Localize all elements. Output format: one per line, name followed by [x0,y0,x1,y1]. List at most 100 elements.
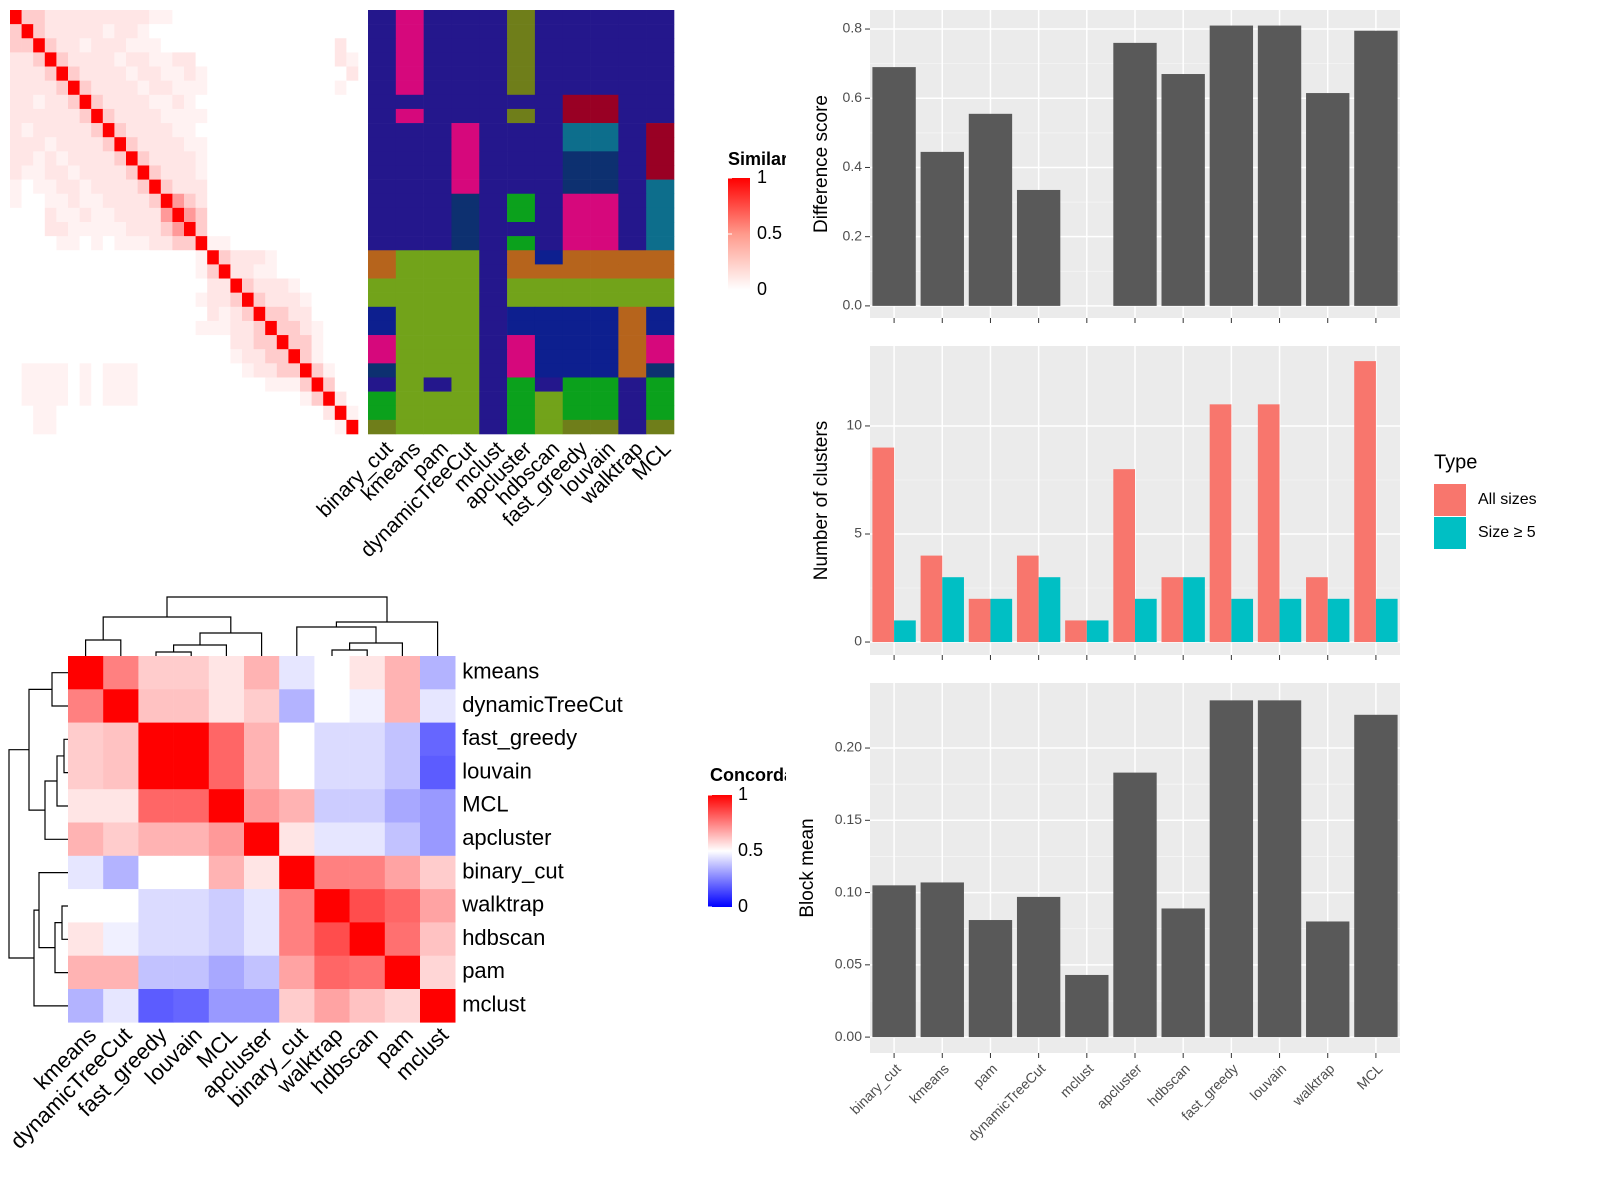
heatmap-cell [276,222,289,237]
heatmap-cell [242,349,254,364]
cluster-cell [451,222,480,237]
heatmap-cell [311,236,324,251]
heatmap-cell [91,10,104,25]
heatmap-cell [300,66,312,81]
heatmap-cell [33,391,46,407]
cluster-cell [646,363,675,378]
bar [1257,700,1302,1038]
heatmap-cell [137,123,150,138]
heatmap-cell [207,179,220,195]
heatmap-cell [149,52,162,67]
heatmap-cell [276,405,289,421]
heatmap-cell [68,722,104,757]
heatmap-cell [149,349,162,364]
cluster-cell [395,52,424,67]
cluster-cell [646,349,675,364]
heatmap-cell [33,165,46,180]
heatmap-cell [242,108,254,124]
heatmap-cell [265,320,278,336]
heatmap-cell [311,24,324,39]
cluster-cell [395,335,424,350]
heatmap-cell [10,179,22,195]
heatmap-cell [126,137,138,152]
bar [1375,598,1398,643]
heatmap-cell [21,278,34,293]
heatmap-cell [300,363,312,378]
heatmap-cell [265,222,278,237]
heatmap-cell [33,108,46,124]
heatmap-cell [253,236,266,251]
heatmap-cell [230,335,243,350]
heatmap-cell [265,306,278,322]
y-tick-label: 0.00 [835,1028,862,1044]
heatmap-cell [349,989,386,1023]
cluster-cell [423,377,452,392]
heatmap-cell [102,250,115,265]
heatmap-cell [68,10,80,25]
cluster-cell [479,52,508,67]
heatmap-cell [276,193,289,209]
x-tick-label: kmeans [906,1060,952,1106]
heatmap-cell [149,222,162,237]
cluster-cell [534,38,564,53]
heatmap-cell [265,236,278,251]
heatmap-cell [265,391,278,407]
heatmap-cell [346,151,359,166]
heatmap-cell [279,755,315,790]
heatmap-cell [265,363,278,378]
heatmap-cell [126,278,138,293]
cluster-cell [395,377,424,392]
heatmap-cell [253,306,266,322]
heatmap-cell [79,222,92,237]
heatmap-cell [253,391,266,407]
heatmap-cell [137,137,150,152]
heatmap-cell [172,123,185,138]
heatmap-cell [208,855,245,890]
heatmap-cell [114,236,127,251]
heatmap-cell [300,405,312,421]
heatmap-cell [91,179,104,195]
heatmap-cell [207,278,220,293]
heatmap-cell [138,789,174,823]
heatmap-cell [276,94,289,110]
heatmap-cell [288,10,301,25]
cluster-cell [451,10,480,25]
heatmap-cell [138,689,174,723]
heatmap-cell [79,391,92,407]
heatmap-cell [349,889,386,923]
y-tick-label: 0.10 [835,883,862,899]
heatmap-cell [114,335,127,350]
cluster-cell [507,94,536,110]
cluster-cell [423,419,452,435]
heatmap-cell [349,656,386,690]
cluster-cell [646,306,675,322]
heatmap-cell [420,755,456,790]
heatmap-cell [56,278,69,293]
heatmap-cell [244,656,280,690]
heatmap-cell [102,123,115,138]
heatmap-cell [242,306,254,322]
heatmap-cell [300,250,312,265]
heatmap-cell [33,24,46,39]
cluster-cell [479,377,508,392]
heatmap-cell [384,989,421,1023]
heatmap-cell [184,66,196,81]
heatmap-cell [384,789,421,823]
heatmap-cell [323,108,336,124]
heatmap-cell [102,236,115,251]
heatmap-cell [207,52,220,67]
heatmap-cell [253,108,266,124]
heatmap-cell [10,377,22,392]
cluster-cell [451,108,480,124]
cluster-cell [646,38,675,53]
heatmap-cell [44,320,57,336]
heatmap-cell [311,94,324,110]
heatmap-cell [21,165,34,180]
heatmap-cell [184,24,196,39]
heatmap-cell [160,236,173,251]
heatmap-cell [44,52,57,67]
heatmap-cell [288,193,301,209]
heatmap-cell [288,391,301,407]
heatmap-cell [173,755,210,790]
heatmap-cell [102,24,115,39]
